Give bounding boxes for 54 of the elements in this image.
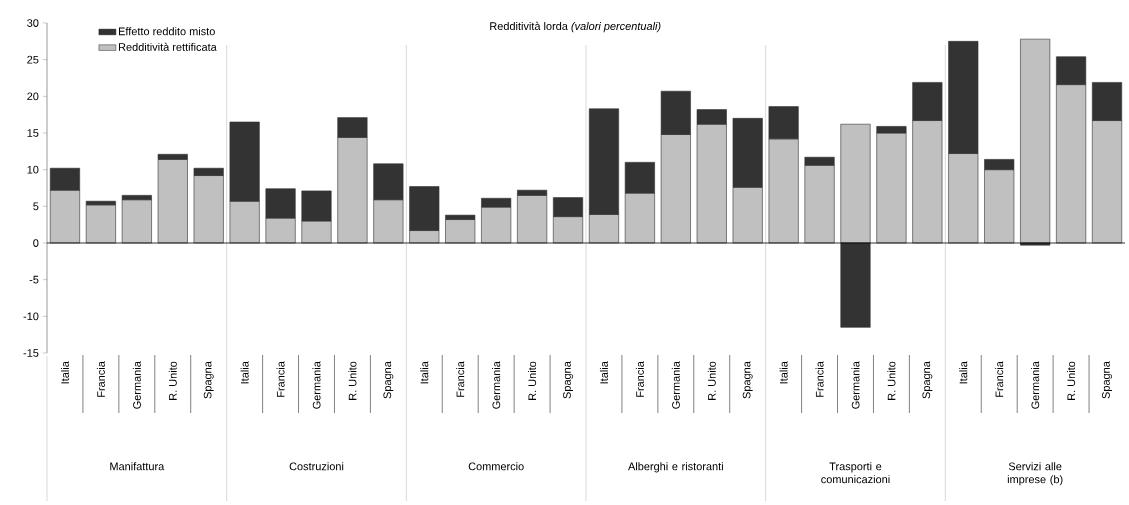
y-tick-label: 25 (27, 55, 39, 64)
x-tick-label: R. Unito (887, 361, 896, 400)
bar (840, 242, 871, 328)
bar (85, 204, 116, 244)
x-tick-label: Spagna (383, 361, 394, 399)
x-tick-label: Francia (276, 361, 285, 397)
y-tick-label: 10 (27, 165, 39, 174)
x-tick-label: Francia (815, 361, 824, 397)
x-tick-label: Germania (851, 361, 860, 409)
x-tick-label: Francia (456, 361, 465, 397)
x-tick-label: Spagna (1102, 361, 1112, 399)
text: Manifattura (110, 462, 165, 471)
legend-label: Redditività rettificata (119, 42, 217, 51)
x-tick-label: Germania (132, 361, 141, 409)
text: Trasporti e comunicazioni (821, 462, 890, 484)
x-tick-label: Italia (420, 361, 429, 384)
x-tick-label: Germania (492, 361, 501, 409)
x-tick-label: Italia (959, 361, 968, 384)
x-tick-label: Italia (599, 361, 608, 384)
x-tick-label: Germania (1031, 361, 1040, 409)
x-tick-label: Italia (779, 361, 788, 384)
x-tick-label: Spagna (203, 361, 214, 399)
x-tick-label: Spagna (563, 361, 573, 399)
x-tick-label: R. Unito (707, 361, 716, 400)
x-tick-label: Germania (312, 361, 321, 409)
y-tick-label: 30 (27, 19, 39, 27)
y-tick-label: 0 (33, 239, 39, 247)
y-tick-label: 20 (27, 92, 39, 101)
x-tick-label: Italia (60, 361, 69, 384)
x-tick-label: R. Unito (348, 361, 357, 400)
text: Commercio (468, 462, 524, 471)
text: Servizi alle imprese (b) (1007, 462, 1063, 486)
chart-title: Redditività lorda (valori percentuali) (490, 21, 661, 33)
bar (1020, 38, 1051, 244)
text: Alberghi e ristoranti (628, 462, 723, 473)
x-tick-label: Germania (671, 361, 680, 409)
legend-label: Effetto reddito misto (119, 27, 215, 36)
x-tick-label: Francia (635, 361, 644, 397)
y-tick-label: -15 (23, 349, 39, 357)
y-tick-label: 5 (33, 202, 39, 211)
x-tick-label: R. Unito (168, 361, 177, 400)
y-tick-label: 15 (27, 129, 39, 137)
bar (840, 123, 871, 244)
x-tick-label: Spagna (742, 361, 753, 399)
y-tick-label: -5 (29, 275, 39, 284)
text: Costruzioni (289, 462, 344, 471)
x-tick-label: R. Unito (528, 361, 537, 400)
x-tick-label: Spagna (922, 361, 933, 399)
x-tick-label: Francia (995, 361, 1004, 397)
y-tick-label: -10 (23, 312, 39, 321)
bar (121, 199, 152, 244)
x-tick-label: Italia (240, 361, 249, 384)
x-tick-label: Francia (96, 361, 105, 397)
x-tick-label: R. Unito (1067, 361, 1076, 400)
